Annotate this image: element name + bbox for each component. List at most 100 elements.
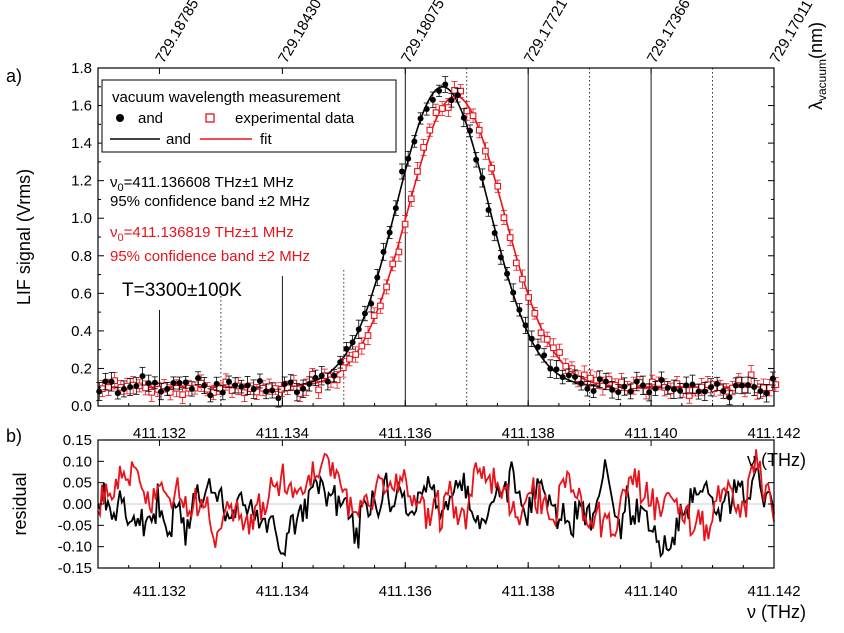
data-point-red	[401, 214, 409, 234]
data-point-red	[531, 307, 539, 320]
data-point-black	[337, 355, 344, 369]
data-point-red	[352, 346, 360, 363]
data-point-black	[361, 305, 368, 322]
data-point-red	[685, 387, 693, 404]
data-point-black	[504, 267, 511, 281]
data-point-black	[225, 375, 232, 389]
data-point-black	[405, 150, 412, 167]
data-point-red	[537, 323, 545, 343]
y-tick-label-a: 0.0	[71, 398, 92, 415]
residual-lines	[97, 449, 775, 559]
data-point-black	[139, 366, 146, 386]
x-tick-label-a: 411.136	[379, 425, 432, 442]
data-point-black	[448, 92, 455, 108]
y-tick-label-b: -0.05	[58, 517, 92, 534]
data-point-black	[689, 374, 696, 395]
data-point-red	[309, 367, 316, 381]
data-point-black	[751, 378, 758, 397]
data-point-black	[429, 91, 436, 109]
data-point-black	[590, 383, 597, 398]
data-point-black	[306, 376, 313, 392]
data-point-red	[346, 351, 353, 367]
data-point-red	[377, 298, 384, 314]
residual-line-red	[97, 449, 775, 548]
data-point-black	[757, 383, 764, 399]
data-point-black	[460, 108, 467, 128]
y-tick-label-b: 0.15	[63, 432, 92, 449]
data-point-black	[553, 360, 560, 379]
data-point-red	[389, 256, 397, 272]
data-point-black	[695, 383, 702, 400]
data-point-black	[374, 269, 381, 287]
data-point-red	[364, 326, 372, 346]
data-point-black	[528, 330, 535, 347]
red-nu-value: =411.136819 THz±1 MHz	[124, 224, 294, 241]
data-point-black	[269, 382, 276, 399]
data-point-black	[559, 369, 566, 385]
data-point-black	[720, 383, 727, 399]
data-point-red	[543, 331, 551, 347]
data-point-red	[562, 358, 570, 375]
data-point-red	[426, 123, 434, 137]
y-tick-label-b: -0.10	[58, 539, 92, 556]
data-point-red	[550, 338, 557, 358]
x-tick-label-b: 411.134	[256, 583, 309, 600]
y-tick-label-a: 0.4	[71, 323, 92, 340]
x-tick-label-a: 411.142	[747, 425, 800, 442]
data-point-red	[395, 242, 403, 262]
data-point-black	[565, 368, 572, 383]
y-axis-title-a: LIF signal (Vrms)	[14, 169, 34, 305]
data-point-black	[510, 283, 517, 302]
data-point-black	[602, 372, 609, 391]
data-point-red	[136, 379, 143, 393]
data-point-black	[318, 366, 325, 386]
data-point-black	[714, 376, 721, 391]
x-tick-label-a: 411.134	[256, 425, 309, 442]
data-point-black	[534, 338, 541, 356]
data-point-black	[547, 359, 554, 378]
data-point-black	[485, 203, 492, 217]
data-point-black	[436, 84, 443, 97]
legend-black-marker	[116, 114, 124, 122]
panel-label-a: a)	[6, 66, 22, 86]
data-point-red	[358, 337, 366, 355]
data-point-red	[525, 289, 533, 306]
data-point-red	[488, 161, 495, 175]
x-tick-label-a: 411.138	[502, 425, 555, 442]
data-point-black	[207, 388, 214, 403]
data-point-black	[670, 379, 677, 399]
top-tick-label: 729.18430	[275, 0, 325, 66]
data-point-red	[519, 269, 526, 289]
data-point-black	[232, 377, 239, 394]
data-point-black	[213, 376, 220, 391]
panel-label-b: b)	[6, 426, 22, 446]
data-point-red	[556, 343, 563, 362]
data-point-black	[640, 375, 647, 395]
plot-a-axes: 0.0 0.2 0.4 0.6 0.8 1.0 1.2 1.4 1.6 1.8 411.132 411…	[71, 0, 816, 442]
data-point-black	[151, 376, 158, 390]
data-point-black	[466, 124, 473, 138]
legend-row2-label: fit	[260, 131, 273, 148]
data-point-black	[423, 102, 430, 116]
data-point-black	[578, 376, 585, 391]
y-tick-label-a: 1.2	[71, 173, 92, 190]
x-tick-label-b: 411.132	[133, 583, 186, 600]
y-tick-label-a: 1.6	[71, 98, 92, 115]
data-point-black	[745, 376, 752, 394]
data-point-black	[343, 342, 350, 356]
data-point-red	[154, 381, 162, 398]
top-tick-label: 729.18075	[398, 0, 448, 66]
data-point-red	[370, 307, 378, 324]
data-point-black	[664, 381, 671, 395]
data-point-red	[494, 179, 502, 193]
data-point-black	[738, 376, 745, 395]
y-tick-label-a: 1.0	[71, 210, 92, 227]
data-point-black	[454, 87, 461, 103]
data-point-black	[380, 242, 387, 261]
data-point-black	[158, 383, 165, 401]
y-tick-label-a: 1.8	[71, 60, 92, 77]
data-point-black	[621, 377, 628, 396]
data-point-red	[315, 380, 322, 399]
data-point-black	[627, 383, 634, 400]
x-tick-label-b: 411.136	[379, 583, 432, 600]
